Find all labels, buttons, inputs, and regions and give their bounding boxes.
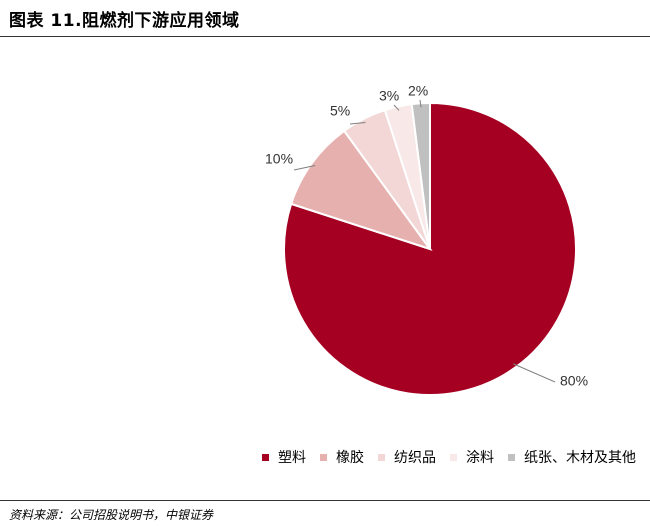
legend-swatch-rubber	[320, 453, 327, 461]
leader-line-textiles	[349, 121, 366, 125]
leader-line-plastics	[513, 363, 556, 383]
legend-swatch-paper-wood-other	[508, 453, 515, 461]
legend-label-paper-wood-other: 纸张、木材及其他	[524, 450, 636, 466]
source-rule	[0, 500, 650, 501]
data-label-paper-wood-other: 2%	[408, 83, 428, 99]
source-note: 资料来源：公司招股说明书，中银证券	[9, 508, 214, 522]
legend-swatch-coatings	[450, 453, 457, 461]
leader-line-coatings	[393, 104, 400, 111]
legend-label-rubber: 橡胶	[336, 450, 364, 466]
legend-label-coatings: 涂料	[466, 450, 494, 466]
legend-item-textiles: 纺织品	[378, 447, 436, 467]
leader-line-paper-wood-other	[419, 99, 422, 108]
leader-lines	[293, 99, 556, 383]
legend-item-plastics: 塑料	[262, 447, 306, 467]
legend: 塑料 橡胶 纺织品 涂料 纸张、木材及其他	[248, 447, 636, 467]
figure-title: 图表 11.阻燃剂下游应用领域	[9, 11, 240, 31]
legend-item-rubber: 橡胶	[320, 447, 364, 467]
leader-line-rubber	[293, 165, 316, 171]
legend-item-coatings: 涂料	[450, 447, 494, 467]
pie-slice-rubber	[289, 129, 433, 251]
legend-item-paper-wood-other: 纸张、木材及其他	[508, 447, 636, 467]
legend-swatch-plastics	[262, 453, 269, 461]
data-label-textiles: 5%	[330, 103, 350, 119]
legend-label-textiles: 纺织品	[394, 450, 436, 466]
pie-slices	[283, 101, 577, 396]
data-label-plastics: 80%	[560, 373, 588, 389]
title-rule	[0, 36, 650, 37]
legend-swatch-textiles	[378, 453, 385, 461]
data-labels: 80% 10% 5% 3% 2%	[265, 83, 588, 389]
legend-label-plastics: 塑料	[278, 450, 306, 466]
data-label-rubber: 10%	[265, 151, 293, 167]
data-label-coatings: 3%	[379, 88, 399, 104]
